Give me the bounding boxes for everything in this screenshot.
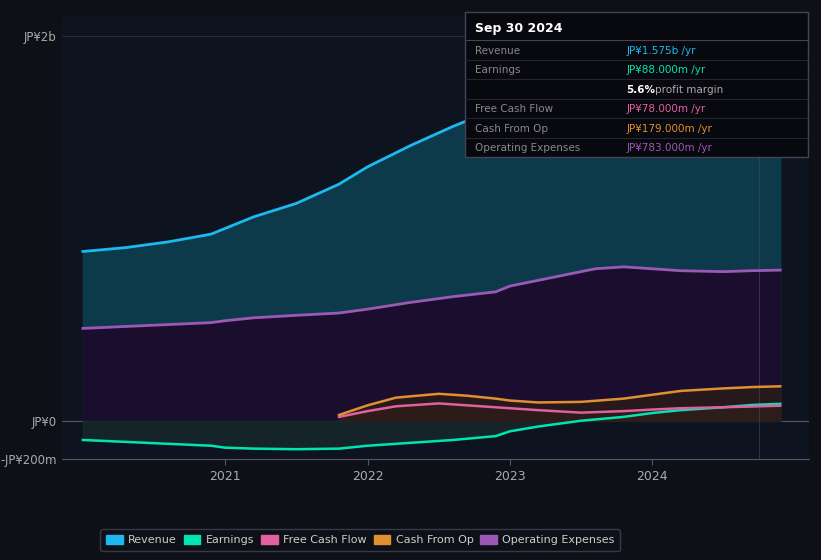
Text: 5.6%: 5.6% — [626, 85, 655, 95]
Text: Sep 30 2024: Sep 30 2024 — [475, 22, 562, 35]
Text: profit margin: profit margin — [655, 85, 723, 95]
Text: Operating Expenses: Operating Expenses — [475, 143, 580, 153]
Text: JP¥78.000m /yr: JP¥78.000m /yr — [626, 104, 705, 114]
Text: Cash From Op: Cash From Op — [475, 124, 548, 134]
Text: JP¥88.000m /yr: JP¥88.000m /yr — [626, 65, 705, 75]
Text: Free Cash Flow: Free Cash Flow — [475, 104, 553, 114]
Text: Revenue: Revenue — [475, 46, 520, 56]
Text: JP¥783.000m /yr: JP¥783.000m /yr — [626, 143, 712, 153]
Text: JP¥1.575b /yr: JP¥1.575b /yr — [626, 46, 695, 56]
Legend: Revenue, Earnings, Free Cash Flow, Cash From Op, Operating Expenses: Revenue, Earnings, Free Cash Flow, Cash … — [100, 529, 621, 551]
Text: JP¥179.000m /yr: JP¥179.000m /yr — [626, 124, 712, 134]
Text: Earnings: Earnings — [475, 65, 521, 75]
